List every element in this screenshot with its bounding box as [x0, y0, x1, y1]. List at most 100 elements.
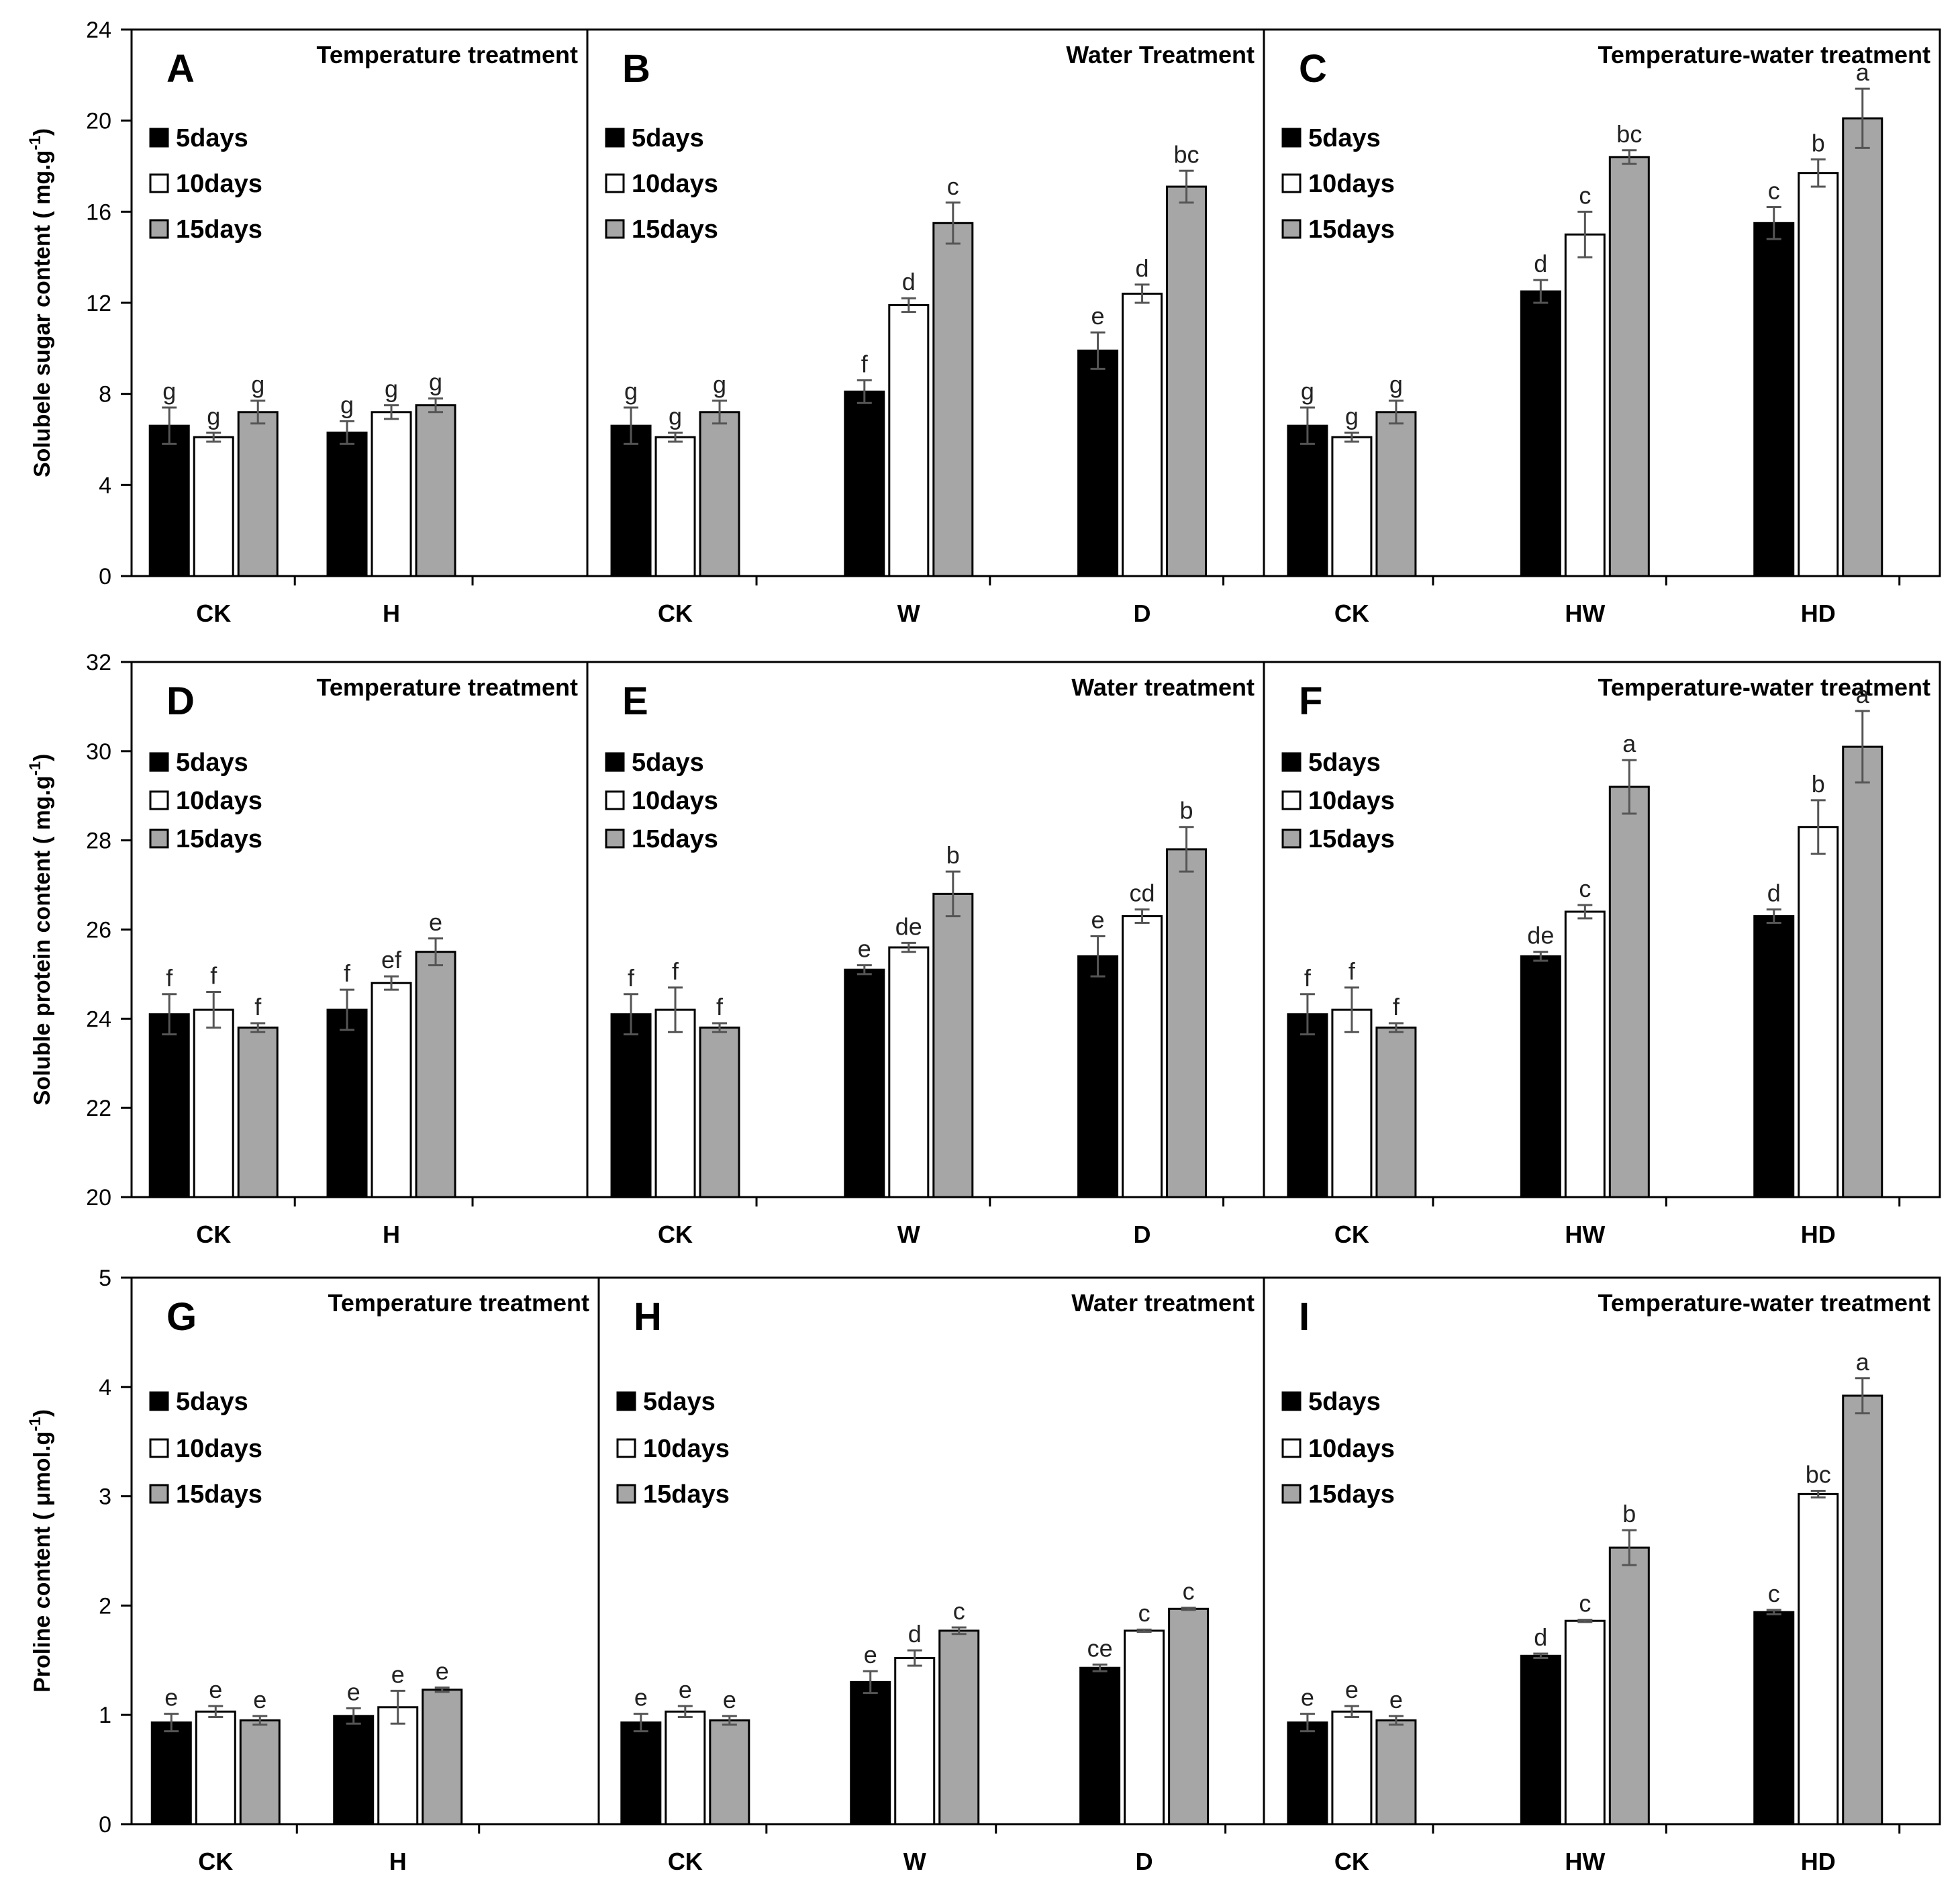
legend-swatch-5days: [605, 752, 625, 772]
bar-10days: [1331, 1008, 1373, 1198]
significance-label: e: [634, 1684, 648, 1711]
x-category-label: D: [1136, 1848, 1153, 1875]
significance-label: e: [1389, 1686, 1403, 1713]
significance-label: e: [164, 1684, 178, 1711]
legend-swatch-15days: [1281, 1484, 1302, 1504]
bar-5days: [1753, 222, 1795, 577]
y-tick-label: 4: [99, 473, 111, 498]
panel-E: E Water treatment 5days 10days 15days CK f f f We…: [586, 661, 1265, 1248]
significance-label: f: [1349, 957, 1356, 985]
significance-label: c: [1138, 1599, 1150, 1627]
significance-label: a: [1856, 681, 1870, 708]
panel-F: F Temperature-water treatment 5days 10days 1…: [1263, 661, 1941, 1248]
panel-letter: G: [166, 1295, 197, 1339]
legend-label-10days: 10days: [176, 170, 262, 198]
legend-label-15days: 15days: [643, 1480, 730, 1509]
x-category-label: CK: [668, 1848, 703, 1875]
x-category-label: HW: [1565, 1221, 1605, 1248]
x-category-label: CK: [196, 600, 231, 627]
y-axis-label: Proline content ( μmol.g-1): [26, 1409, 55, 1693]
significance-label: de: [895, 912, 922, 940]
bar-5days: [1753, 915, 1795, 1198]
legend-swatch-5days: [605, 128, 625, 148]
legend-swatch-5days: [1281, 128, 1302, 148]
bar-10days: [1798, 826, 1839, 1198]
bar-10days: [193, 1008, 234, 1198]
legend-label-15days: 15days: [176, 216, 262, 244]
significance-label: e: [1345, 1676, 1359, 1703]
significance-label: d: [1767, 880, 1781, 907]
legend-label-10days: 10days: [643, 1435, 730, 1463]
bar-15days: [1166, 185, 1208, 577]
significance-label: cd: [1130, 880, 1155, 907]
x-category-label: W: [903, 1848, 926, 1875]
y-tick-label: 20: [86, 1185, 111, 1211]
x-category-label: CK: [1334, 600, 1369, 627]
significance-label: c: [1768, 1580, 1780, 1607]
y-tick-label: 30: [86, 739, 111, 765]
significance-label: b: [1812, 770, 1825, 798]
bar-15days: [415, 404, 456, 577]
panel-I: I Temperature-water treatment 5days 10days 1…: [1263, 1276, 1941, 1875]
legend-label-5days: 5days: [1308, 124, 1381, 152]
legend-swatch-10days: [1281, 173, 1302, 193]
significance-label: g: [1301, 377, 1314, 405]
panel-title: Temperature treatment: [317, 41, 578, 68]
y-tick-label: 1: [99, 1703, 111, 1728]
y-tick-label: 2: [99, 1593, 111, 1619]
bar-10days: [1564, 1619, 1606, 1826]
significance-label: f: [344, 959, 351, 987]
y-tick-label: 0: [99, 1812, 111, 1838]
panel-letter: A: [166, 47, 195, 91]
panel-title: Water treatment: [1071, 1289, 1255, 1317]
bar-10days: [888, 946, 930, 1198]
significance-label: g: [624, 377, 638, 405]
significance-label: d: [902, 268, 916, 295]
significance-label: e: [391, 1660, 405, 1688]
bar-15days: [1842, 745, 1883, 1198]
bar-15days: [422, 1689, 463, 1826]
significance-label: c: [1183, 1578, 1195, 1605]
legend-swatch-5days: [149, 128, 169, 148]
legend-label-15days: 15days: [632, 825, 718, 853]
bar-5days: [844, 390, 885, 577]
legend-swatch-15days: [1281, 828, 1302, 849]
y-tick-label: 8: [99, 382, 111, 408]
bar-15days: [938, 1629, 980, 1826]
significance-label: bc: [1174, 140, 1199, 168]
bar-10days: [1331, 436, 1373, 577]
y-tick-label: 0: [99, 564, 111, 589]
legend-label-10days: 10days: [632, 787, 718, 815]
legend-label-5days: 5days: [176, 749, 248, 777]
bar-5days: [1520, 1654, 1561, 1826]
bar-5days: [1520, 290, 1561, 577]
bar-10days: [193, 436, 234, 577]
legend-label-10days: 10days: [632, 170, 718, 198]
panel-G: G Temperature treatment 5days 10days 15days C…: [130, 1276, 600, 1875]
bar-15days: [237, 411, 279, 577]
significance-label: a: [1856, 1348, 1870, 1376]
y-tick-label: 22: [86, 1096, 111, 1121]
significance-label: d: [908, 1620, 922, 1648]
legend-swatch-5days: [1281, 1391, 1302, 1411]
significance-label: ef: [381, 946, 402, 974]
significance-label: b: [1180, 797, 1193, 824]
significance-label: g: [385, 375, 398, 403]
significance-label: e: [253, 1686, 266, 1713]
bar-15days: [239, 1719, 281, 1826]
legend-label-10days: 10days: [176, 787, 262, 815]
bar-5days: [1287, 1721, 1328, 1826]
bar-5days: [1287, 1013, 1328, 1198]
legend-swatch-5days: [149, 752, 169, 772]
panel-C: C Temperature-water treatment 5days 10days 1…: [1263, 28, 1941, 627]
bar-5days: [148, 1013, 190, 1198]
bar-15days: [932, 892, 974, 1198]
bar-5days: [610, 424, 652, 577]
significance-label: g: [207, 402, 220, 430]
significance-label: c: [1579, 181, 1591, 209]
significance-label: b: [946, 841, 960, 869]
panel-letter: E: [622, 679, 648, 723]
bar-15days: [1608, 156, 1650, 577]
bar-15days: [1375, 411, 1417, 577]
y-tick-label: 16: [86, 199, 111, 225]
